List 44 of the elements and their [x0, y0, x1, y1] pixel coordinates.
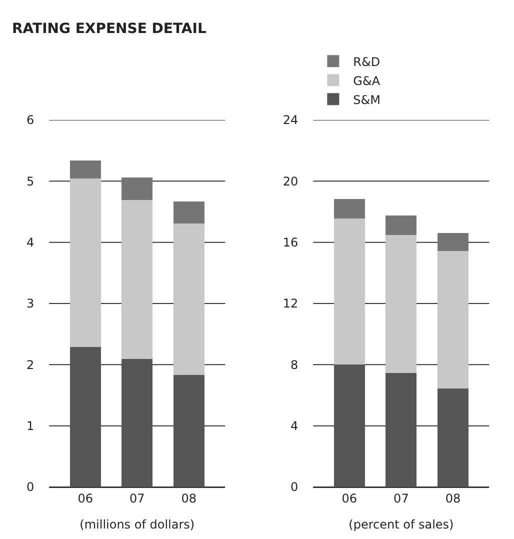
bar: [173, 223, 204, 376]
bar: [70, 160, 101, 179]
y-tick-label: 3: [26, 296, 34, 311]
chart-title: RATING EXPENSE DETAIL: [12, 21, 206, 37]
bar: [386, 215, 417, 235]
bar: [437, 388, 469, 487]
x-tick-label: 07: [394, 491, 409, 506]
x-tick-label: 06: [342, 491, 358, 506]
y-tick-label: 4: [290, 419, 298, 434]
bar: [70, 178, 101, 347]
bar: [386, 234, 417, 374]
x-tick-label: 07: [130, 491, 145, 506]
y-tick-label: 8: [290, 358, 298, 372]
y-tick-label: 12: [282, 296, 298, 311]
bar: [122, 178, 153, 200]
bar: [334, 218, 365, 365]
bar: [334, 198, 365, 218]
bar: [122, 200, 153, 360]
legend-label: S&M: [353, 92, 381, 107]
y-tick-label: 2: [26, 358, 34, 372]
x-tick-label: 08: [445, 491, 461, 506]
y-tick-label: 4: [26, 236, 34, 250]
y-tick-label: 20: [282, 174, 298, 188]
y-tick-label: 1: [26, 419, 34, 434]
legend-label: R&D: [353, 54, 380, 69]
bar: [334, 364, 365, 487]
y-tick-label: 0: [26, 480, 34, 494]
legend-label: G&A: [353, 74, 381, 88]
bar: [437, 232, 469, 252]
y-tick-label: 6: [26, 113, 34, 128]
y-tick-label: 0: [290, 480, 298, 494]
x-tick-label: 08: [181, 491, 197, 506]
y-tick-label: 5: [26, 174, 34, 188]
y-tick-label: 16: [282, 236, 298, 250]
x-tick-label: 06: [78, 491, 93, 506]
bar: [173, 201, 204, 224]
bar: [122, 359, 153, 487]
bar: [70, 346, 101, 487]
bar: [437, 251, 469, 389]
x-axis-title: (millions of dollars): [80, 517, 195, 532]
x-axis-title: (percent of sales): [348, 517, 454, 532]
bar: [173, 375, 204, 487]
y-tick-label: 24: [282, 113, 298, 128]
bar: [386, 373, 417, 487]
